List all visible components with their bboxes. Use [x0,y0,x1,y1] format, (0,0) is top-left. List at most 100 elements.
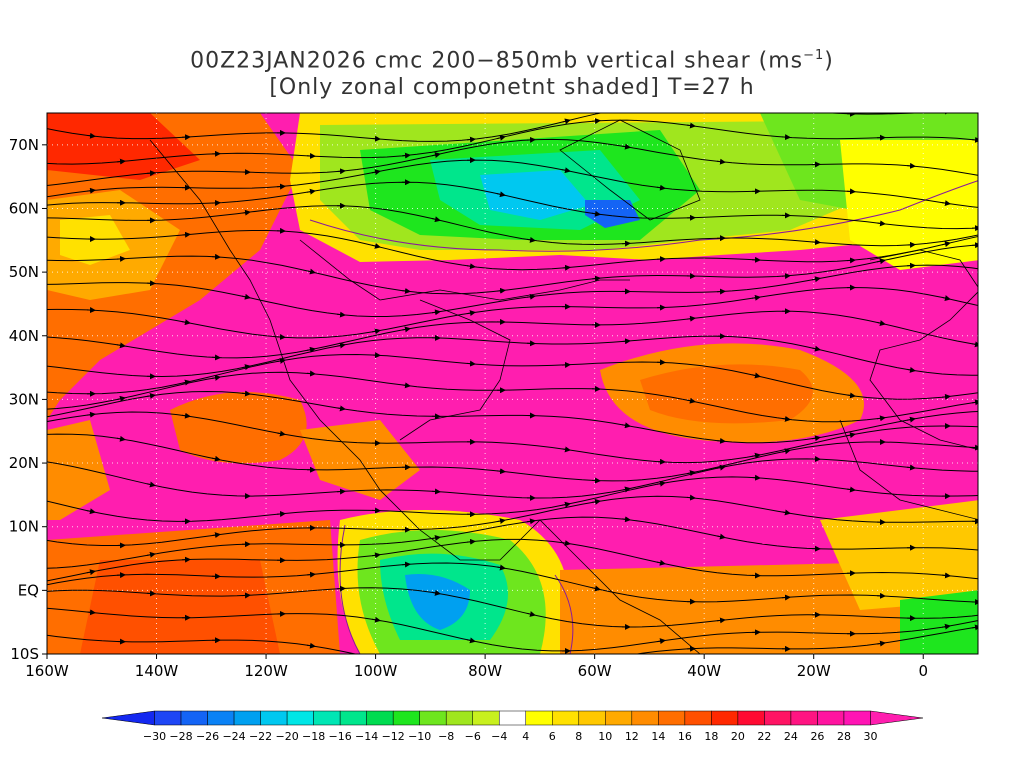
streamline-arrow [466,136,476,143]
colorbar-swatch [366,710,394,726]
streamline-arrow [371,552,381,559]
streamline-arrow [941,623,951,630]
streamline-arrow [401,326,411,333]
streamline-arrow [941,393,951,400]
streamline-arrow [941,200,951,207]
colorbar-label: 8 [575,730,582,743]
streamline-arrow [561,167,571,174]
streamline [47,138,978,187]
colorbar-swatch [154,710,182,726]
streamline [47,310,978,359]
streamline-arrow [276,357,286,364]
streamline-arrow [751,372,761,379]
streamline-arrow [526,518,536,525]
streamline-arrow [941,572,951,579]
colorbar-label: 6 [549,730,556,743]
streamline-arrow [401,287,411,294]
streamline-arrow [496,134,506,141]
plot-frame [46,112,979,655]
streamline-arrow [466,538,476,545]
streamline-arrow [686,494,696,501]
streamline-arrow [371,242,381,249]
colorbar-swatch [525,710,553,726]
streamline [47,562,978,603]
streamline-arrow [751,294,761,301]
streamline-arrow [906,464,916,471]
colorbar-label: 20 [731,730,745,743]
streamline-arrow [336,405,346,412]
streamline-arrow [496,468,506,475]
streamline-arrow [811,239,821,246]
streamline-arrow [431,152,441,158]
streamline-arrow [906,416,916,423]
colorbar-label: −4 [491,730,507,743]
streamlines [47,113,978,654]
streamline [47,495,978,546]
colorbar-label: 28 [837,730,851,743]
colorbar-swatch [498,710,527,726]
lat-tick-label: 50N [9,263,39,281]
colorbar-swatch [207,710,235,726]
streamline-arrow [181,412,191,419]
streamline-arrow [306,571,316,578]
colorbar-swatch [870,710,924,726]
streamline-arrow [876,220,886,227]
colorbar-swatch [419,710,447,726]
streamline-arrow [466,637,476,644]
streamline-arrow [276,430,286,437]
streamline-arrow [336,168,346,175]
streamline-arrow [526,236,536,243]
streamline-arrow [846,432,856,439]
chart-title-line1: 00Z23JAN2026 cmc 200−850mb vertical shea… [190,48,834,74]
colorbar-label: 30 [863,730,877,743]
colorbar-swatch [339,710,367,726]
streamline-arrow [781,509,791,516]
streamline-arrow [686,315,696,322]
colorbar-label: −16 [329,730,352,743]
colorbar-swatch [737,710,765,726]
streamline-arrow [656,184,666,191]
colorbar-swatch [684,710,712,726]
streamline [47,119,978,165]
zero-contours [309,180,978,654]
streamline-arrow [276,510,286,517]
lon-tick-label: 100W [354,662,398,680]
lat-tick-label: EQ [18,581,39,599]
streamline-arrow [716,617,726,624]
streamline-arrow [971,136,978,143]
streamline-arrow [241,390,251,397]
colorbar-label: −30 [143,730,166,743]
streamline-arrow [811,345,821,352]
colorbar-swatch [578,710,606,726]
streamline-arrow [621,516,631,523]
streamline-arrow [591,585,601,592]
streamline-arrow [496,518,506,524]
colorbar-label: 12 [625,730,639,743]
streamline-arrow [401,152,411,159]
colorbar-label: 24 [784,730,798,743]
lon-tick-label: 0 [918,662,928,680]
colorbar-swatch [658,710,686,726]
lat-tick-label: 10S [10,645,39,663]
streamline-arrow [211,455,221,462]
lat-tick-label: 10N [9,518,39,536]
streamline-arrow [716,158,726,165]
colorbar-swatch [101,710,155,726]
streamline-arrow [86,508,96,515]
streamline-arrow [306,188,316,195]
streamline-arrow [336,311,346,318]
streamline-arrow [906,366,916,373]
streamline-arrow [211,374,221,381]
streamline-arrow [306,268,316,275]
streamline-arrow [591,498,601,505]
streamline-arrow [751,452,761,459]
streamline-arrow [561,264,571,271]
lon-axis-labels: 160W 140W 120W 100W 80W 60W 40W 20W 0 [25,654,928,680]
streamline-arrow [181,231,191,238]
streamline-arrow [306,346,316,353]
streamline [47,458,978,499]
streamline-arrow [496,287,506,294]
streamline-arrow [621,486,631,493]
streamline-arrow [116,395,126,402]
